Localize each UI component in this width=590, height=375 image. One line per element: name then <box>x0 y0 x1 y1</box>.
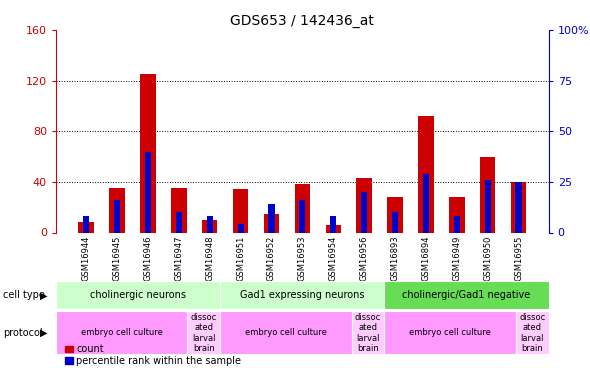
Bar <box>233 189 248 232</box>
Bar <box>385 311 516 354</box>
Text: ▶: ▶ <box>40 290 48 300</box>
Bar <box>294 184 310 232</box>
Bar <box>220 281 385 309</box>
Title: GDS653 / 142436_at: GDS653 / 142436_at <box>231 13 374 28</box>
Bar <box>387 197 403 232</box>
Bar <box>449 197 464 232</box>
Legend: count, percentile rank within the sample: count, percentile rank within the sample <box>61 340 245 370</box>
Text: embryo cell culture: embryo cell culture <box>81 328 163 338</box>
Text: dissoc
ated
larval
brain: dissoc ated larval brain <box>355 313 381 353</box>
Text: embryo cell culture: embryo cell culture <box>409 328 491 338</box>
Bar <box>423 174 429 232</box>
Bar <box>484 180 491 232</box>
Text: embryo cell culture: embryo cell culture <box>245 328 327 338</box>
Bar <box>145 152 151 232</box>
Bar <box>326 225 341 232</box>
Bar <box>480 157 496 232</box>
Bar <box>385 281 549 309</box>
Bar <box>352 311 385 354</box>
Bar <box>330 216 336 232</box>
Text: dissoc
ated
larval
brain: dissoc ated larval brain <box>191 313 217 353</box>
Bar <box>356 178 372 232</box>
Bar <box>56 281 220 309</box>
Text: Gad1 expressing neurons: Gad1 expressing neurons <box>240 290 365 300</box>
Bar <box>206 216 213 232</box>
Bar <box>202 220 218 232</box>
Bar <box>238 224 244 232</box>
Text: protocol: protocol <box>3 328 42 338</box>
Bar <box>109 188 124 232</box>
Bar <box>454 216 460 232</box>
Bar <box>361 192 367 232</box>
Text: cholinergic neurons: cholinergic neurons <box>90 290 186 300</box>
Text: cholinergic/Gad1 negative: cholinergic/Gad1 negative <box>402 290 531 300</box>
Bar <box>392 212 398 232</box>
Bar <box>268 204 274 232</box>
Bar <box>176 212 182 232</box>
Bar <box>83 216 89 232</box>
Bar <box>188 311 220 354</box>
Bar <box>56 311 188 354</box>
Bar <box>516 182 522 232</box>
Bar <box>516 311 549 354</box>
Bar <box>171 188 186 232</box>
Bar <box>264 213 279 232</box>
Bar <box>220 311 352 354</box>
Text: cell type: cell type <box>3 290 45 300</box>
Bar <box>299 200 306 232</box>
Bar <box>140 74 156 232</box>
Bar <box>78 222 94 232</box>
Text: dissoc
ated
larval
brain: dissoc ated larval brain <box>519 313 545 353</box>
Bar <box>114 200 120 232</box>
Text: ▶: ▶ <box>40 328 48 338</box>
Bar <box>511 182 526 232</box>
Bar <box>418 116 434 232</box>
